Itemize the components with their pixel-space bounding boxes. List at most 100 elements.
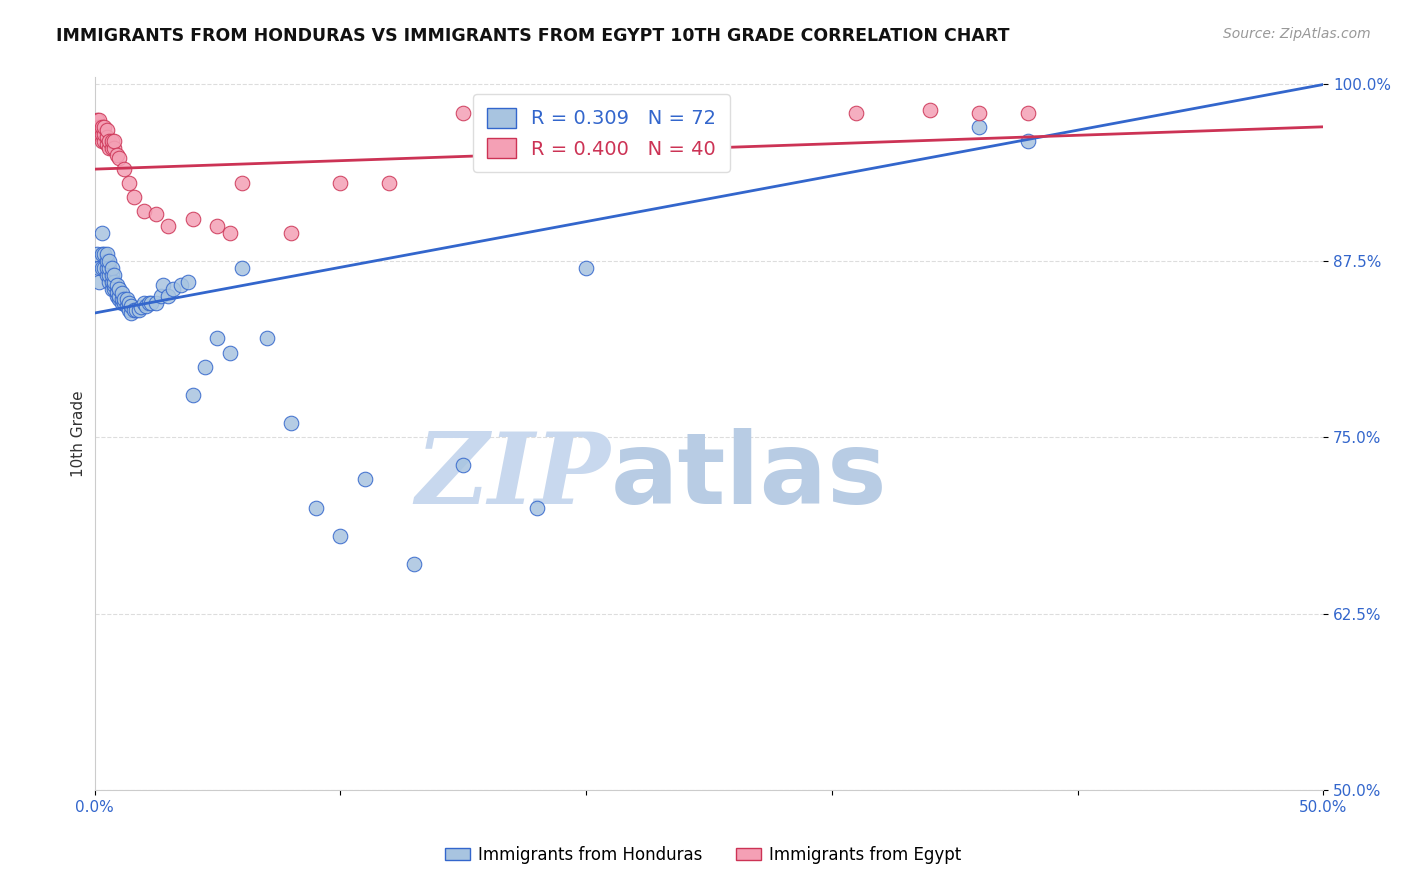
Point	[86, 112, 108, 127]
Point	[162, 282, 184, 296]
Point	[1017, 134, 1039, 148]
Point	[105, 289, 128, 303]
Point	[98, 268, 121, 282]
Point	[120, 306, 142, 320]
Point	[122, 303, 145, 318]
Point	[402, 557, 425, 571]
Point	[89, 120, 111, 134]
Point	[96, 253, 118, 268]
Point	[91, 226, 114, 240]
Point	[105, 285, 128, 299]
Point	[305, 500, 328, 515]
Point	[138, 296, 160, 310]
Point	[105, 277, 128, 292]
Point	[218, 226, 240, 240]
Point	[89, 112, 111, 127]
Point	[118, 296, 141, 310]
Point	[157, 219, 180, 233]
Point	[139, 296, 162, 310]
Point	[91, 127, 114, 141]
Point	[103, 268, 125, 282]
Point	[132, 296, 155, 310]
Text: ZIP: ZIP	[416, 428, 610, 524]
Point	[110, 292, 132, 306]
Text: atlas: atlas	[610, 428, 887, 524]
Text: IMMIGRANTS FROM HONDURAS VS IMMIGRANTS FROM EGYPT 10TH GRADE CORRELATION CHART: IMMIGRANTS FROM HONDURAS VS IMMIGRANTS F…	[56, 27, 1010, 45]
Point	[157, 289, 180, 303]
Point	[93, 127, 115, 141]
Point	[575, 260, 598, 275]
Point	[1017, 105, 1039, 120]
Point	[118, 176, 141, 190]
Point	[100, 260, 122, 275]
Point	[451, 458, 474, 473]
Point	[169, 277, 191, 292]
Point	[194, 359, 217, 374]
Point	[231, 260, 253, 275]
Point	[451, 105, 474, 120]
Point	[86, 247, 108, 261]
Point	[108, 282, 131, 296]
Point	[218, 345, 240, 359]
Point	[91, 247, 114, 261]
Point	[100, 282, 122, 296]
Point	[280, 226, 302, 240]
Point	[967, 105, 990, 120]
Point	[145, 207, 167, 221]
Point	[378, 176, 401, 190]
Point	[91, 120, 114, 134]
Point	[100, 268, 122, 282]
Point	[86, 120, 108, 134]
Point	[108, 151, 131, 165]
Point	[112, 162, 135, 177]
Point	[93, 260, 115, 275]
Point	[256, 331, 278, 345]
Point	[112, 292, 135, 306]
Text: Source: ZipAtlas.com: Source: ZipAtlas.com	[1223, 27, 1371, 41]
Point	[96, 247, 118, 261]
Point	[93, 134, 115, 148]
Point	[100, 275, 122, 289]
Point	[103, 134, 125, 148]
Point	[207, 219, 229, 233]
Point	[354, 473, 377, 487]
Point	[207, 331, 229, 345]
Point	[100, 134, 122, 148]
Point	[89, 275, 111, 289]
Point	[845, 105, 868, 120]
Point	[98, 275, 121, 289]
Point	[96, 260, 118, 275]
Point	[98, 134, 121, 148]
Point	[110, 286, 132, 301]
Point	[100, 141, 122, 155]
Point	[108, 289, 131, 303]
Point	[96, 122, 118, 136]
Point	[98, 260, 121, 275]
Point	[96, 268, 118, 282]
Point	[526, 500, 548, 515]
Legend: R = 0.309   N = 72, R = 0.400   N = 40: R = 0.309 N = 72, R = 0.400 N = 40	[472, 95, 730, 172]
Point	[108, 292, 131, 306]
Point	[231, 176, 253, 190]
Point	[329, 529, 352, 543]
Point	[329, 176, 352, 190]
Point	[103, 282, 125, 296]
Point	[103, 277, 125, 292]
Point	[132, 204, 155, 219]
Point	[89, 127, 111, 141]
Point	[112, 296, 135, 310]
Point	[110, 296, 132, 310]
Point	[105, 148, 128, 162]
Point	[920, 103, 942, 117]
Point	[145, 296, 167, 310]
Point	[115, 299, 138, 313]
Point	[118, 303, 141, 318]
Point	[280, 416, 302, 430]
Y-axis label: 10th Grade: 10th Grade	[72, 391, 86, 477]
Point	[98, 253, 121, 268]
Point	[125, 303, 148, 318]
Point	[129, 301, 152, 315]
Point	[93, 120, 115, 134]
Point	[149, 289, 172, 303]
Point	[122, 190, 145, 204]
